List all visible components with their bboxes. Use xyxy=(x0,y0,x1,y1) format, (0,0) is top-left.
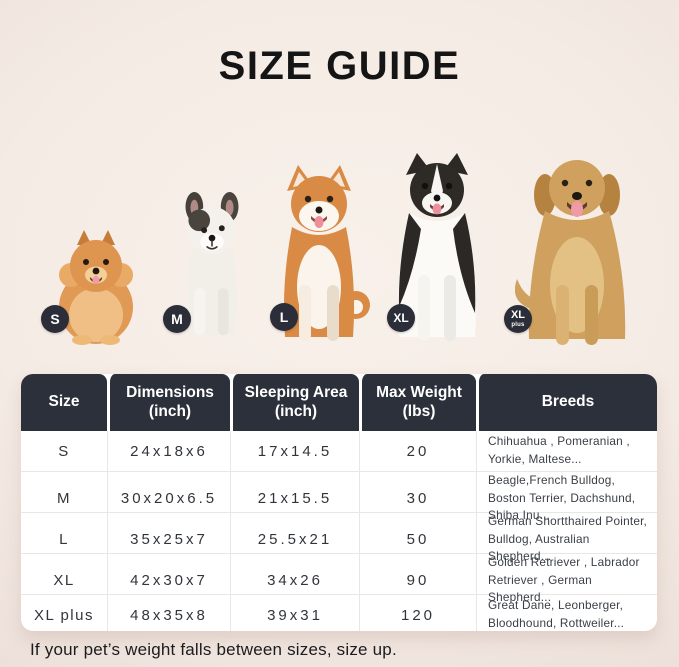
cell-sleeping-area: 21x15.5 xyxy=(230,472,359,526)
border-collie-icon xyxy=(398,153,476,341)
size-badge-m: M xyxy=(163,305,191,333)
cell-size: L xyxy=(59,531,69,549)
size-badge-xl: XL xyxy=(387,304,415,332)
size-badge-l: L xyxy=(270,303,298,331)
size-badge-sublabel: plus xyxy=(511,322,525,328)
col-header-size: Size xyxy=(21,374,107,431)
table-rows: S 24x18x6 17x14.5 20 Chihuahua , Pomeranian … xyxy=(21,431,657,631)
cell-max-weight: 90 xyxy=(359,554,476,608)
cell-max-weight: 120 xyxy=(359,595,476,631)
page-title: SIZE GUIDE xyxy=(218,44,461,88)
size-badge-label: M xyxy=(171,311,183,327)
size-badge-s: S xyxy=(41,305,69,333)
shiba-inu-icon xyxy=(283,165,370,341)
golden-retriever-dog-illustration xyxy=(515,147,639,345)
size-badge-label: XL xyxy=(393,311,409,325)
cell-size: S xyxy=(58,442,70,460)
cell-breeds: German Shortthaired Pointer, Bulldog, Au… xyxy=(476,513,657,567)
size-note: If your pet’s weight falls between sizes… xyxy=(30,640,397,659)
cell-breeds: Beagle,French Bulldog, Boston Terrier, D… xyxy=(476,472,657,526)
pomeranian-icon xyxy=(59,230,133,345)
cell-dimensions: 48x35x8 xyxy=(107,595,230,631)
size-badge-label: XL xyxy=(510,309,526,321)
table-row: S 24x18x6 17x14.5 20 Chihuahua , Pomeranian … xyxy=(21,431,657,471)
size-guide-table: Size Dimensions (inch) Sleeping Area (in… xyxy=(21,374,657,631)
table-row: XL plus 48x35x8 39x31 120 Great Dane, Leonbe… xyxy=(21,594,657,631)
table-row: M 30x20x6.5 21x15.5 30 Beagle,French Bulldog… xyxy=(21,471,657,526)
border-collie-dog-illustration xyxy=(383,151,491,343)
cell-breeds: Chihuahua , Pomeranian , Yorkie, Maltese… xyxy=(476,431,657,471)
cell-dimensions: 24x18x6 xyxy=(107,431,230,471)
french-bulldog-dog-illustration xyxy=(177,190,247,342)
col-header-sleeping-area: Sleeping Area (inch) xyxy=(230,374,359,431)
cell-max-weight: 30 xyxy=(359,472,476,526)
size-badge-xl-plus: XL plus xyxy=(504,305,532,333)
table-row: XL 42x30x7 34x26 90 Golden Retriever , Labra… xyxy=(21,553,657,608)
cell-sleeping-area: 34x26 xyxy=(230,554,359,608)
golden-retriever-icon xyxy=(515,160,626,345)
pomeranian-dog-illustration xyxy=(50,227,142,345)
col-header-breeds: Breeds xyxy=(476,374,657,431)
cell-sleeping-area: 39x31 xyxy=(230,595,359,631)
cell-dimensions: 42x30x7 xyxy=(107,554,230,608)
col-header-dimensions: Dimensions (inch) xyxy=(107,374,230,431)
french-bulldog-icon xyxy=(185,191,239,336)
cell-size: M xyxy=(57,490,71,508)
cell-max-weight: 50 xyxy=(359,513,476,567)
cell-dimensions: 30x20x6.5 xyxy=(107,472,230,526)
cell-sleeping-area: 17x14.5 xyxy=(230,431,359,471)
cell-max-weight: 20 xyxy=(359,431,476,471)
size-badge-label: L xyxy=(279,309,289,325)
cell-breeds: Great Dane, Leonberger, Bloodhound, Rott… xyxy=(476,595,657,631)
table-header: Size Dimensions (inch) Sleeping Area (in… xyxy=(21,374,657,431)
size-badge-label: S xyxy=(50,311,60,327)
cell-size: XL xyxy=(53,572,75,590)
cell-breeds: Golden Retriever , Labrador Retriever , … xyxy=(476,554,657,608)
cell-size: XL plus xyxy=(34,606,94,624)
table-row: L 35x25x7 25.5x21 50 German Shortthaired Poi… xyxy=(21,512,657,567)
cell-dimensions: 35x25x7 xyxy=(107,513,230,567)
shiba-inu-dog-illustration xyxy=(268,163,370,343)
cell-sleeping-area: 25.5x21 xyxy=(230,513,359,567)
col-header-max-weight: Max Weight (lbs) xyxy=(359,374,476,431)
